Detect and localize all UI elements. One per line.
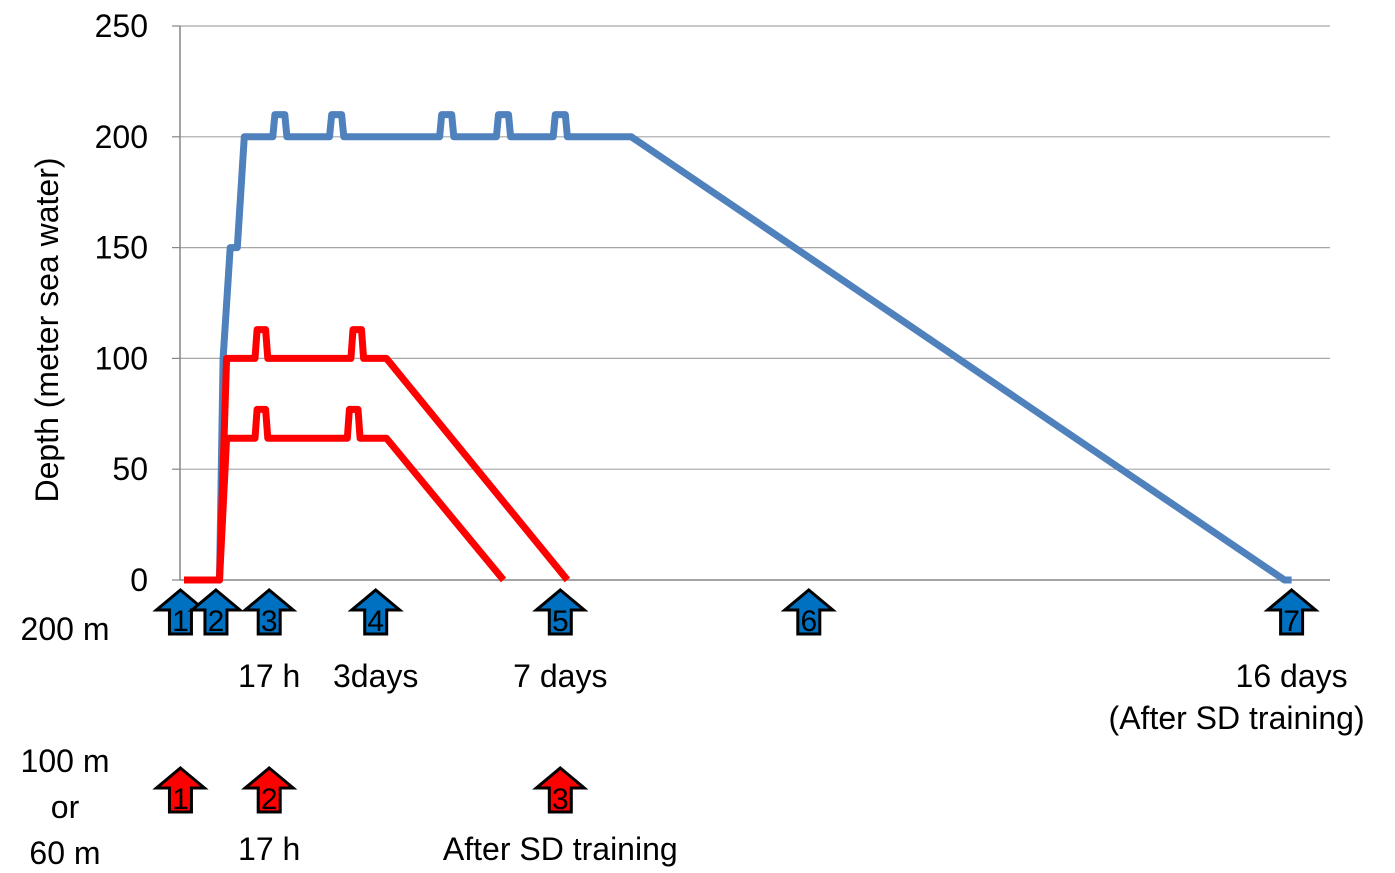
arrow-200m-3: 3 bbox=[241, 588, 298, 638]
arrow-200m-7-number: 7 bbox=[1283, 605, 1300, 638]
arrow-200m-6-number: 6 bbox=[800, 605, 817, 638]
arrow-200m-5-number: 5 bbox=[552, 605, 569, 638]
row-label-depth-line-1: 100 m bbox=[21, 743, 110, 779]
arrow-200m-2: 2 bbox=[187, 588, 245, 638]
arrow-200m-1-number: 1 bbox=[172, 605, 189, 638]
y-axis-label: Depth (meter sea water) bbox=[29, 157, 65, 502]
arrow-100-60m-1: 1 bbox=[152, 766, 209, 816]
arrow-200m-6-shape bbox=[780, 588, 837, 636]
y-tick-label: 200 bbox=[95, 119, 148, 155]
arrow-200m-3-shape bbox=[241, 588, 298, 636]
series-line-2 bbox=[184, 326, 571, 584]
caption-200m-5: 7 days bbox=[513, 658, 607, 694]
arrow-200m-5: 5 bbox=[532, 588, 589, 638]
row-label-depth-line-3: 60 m bbox=[29, 835, 100, 871]
series-line-1 bbox=[184, 111, 1292, 584]
arrow-200m-6: 6 bbox=[780, 588, 837, 638]
series-line-3 bbox=[184, 405, 507, 584]
y-tick-label: 100 bbox=[95, 340, 148, 376]
caption-200m-4: 3days bbox=[333, 658, 418, 694]
arrow-200m-4-number: 4 bbox=[367, 605, 384, 638]
arrow-100-60m-1-number: 1 bbox=[172, 783, 189, 816]
row-label-depth-line-2: or bbox=[51, 789, 80, 825]
arrow-200m-3-number: 3 bbox=[261, 605, 278, 638]
arrow-100-60m-3: 3 bbox=[532, 766, 589, 816]
arrow-200m-5-shape bbox=[532, 588, 589, 636]
timepoint-arrows-100-60m: 1 2 17 h 3 After SD training bbox=[152, 766, 678, 867]
arrow-100-60m-2-number: 2 bbox=[261, 783, 278, 816]
caption-200m-3: 17 h bbox=[238, 658, 300, 694]
caption-100-60m-2: 17 h bbox=[238, 831, 300, 867]
arrow-200m-2-number: 2 bbox=[208, 605, 225, 638]
timepoint-arrows-200m: 1 2 3 17 h 4 3days 5 7 days 6 7 16 days (After SD t… bbox=[152, 588, 1365, 736]
arrow-100-60m-2-shape bbox=[241, 766, 298, 814]
y-tick-label: 50 bbox=[112, 451, 148, 487]
arrow-200m-7: 7 bbox=[1263, 588, 1320, 638]
y-tick-label: 250 bbox=[95, 8, 148, 44]
series-lines bbox=[184, 111, 1292, 584]
arrow-200m-7-shape bbox=[1263, 588, 1320, 636]
arrow-100-60m-3-number: 3 bbox=[552, 783, 569, 816]
arrow-100-60m-1-shape bbox=[152, 766, 209, 814]
y-tick-label: 150 bbox=[95, 230, 148, 266]
arrow-200m-4-shape bbox=[347, 588, 404, 636]
row-label-200m: 200 m bbox=[21, 611, 110, 647]
arrow-200m-4: 4 bbox=[347, 588, 404, 638]
arrow-200m-1: 1 bbox=[152, 588, 209, 638]
y-tick-labels: 0 50 100 150 200 250 bbox=[95, 8, 148, 598]
y-tick-label: 0 bbox=[130, 562, 148, 598]
arrow-100-60m-2: 2 bbox=[241, 766, 298, 816]
arrow-100-60m-3-shape bbox=[532, 766, 589, 814]
caption-200m-7: 16 days bbox=[1236, 658, 1348, 694]
arrow-200m-2-shape bbox=[187, 588, 245, 636]
caption-100-60m-3: After SD training bbox=[443, 831, 678, 867]
caption2-200m-7: (After SD training) bbox=[1109, 700, 1365, 736]
